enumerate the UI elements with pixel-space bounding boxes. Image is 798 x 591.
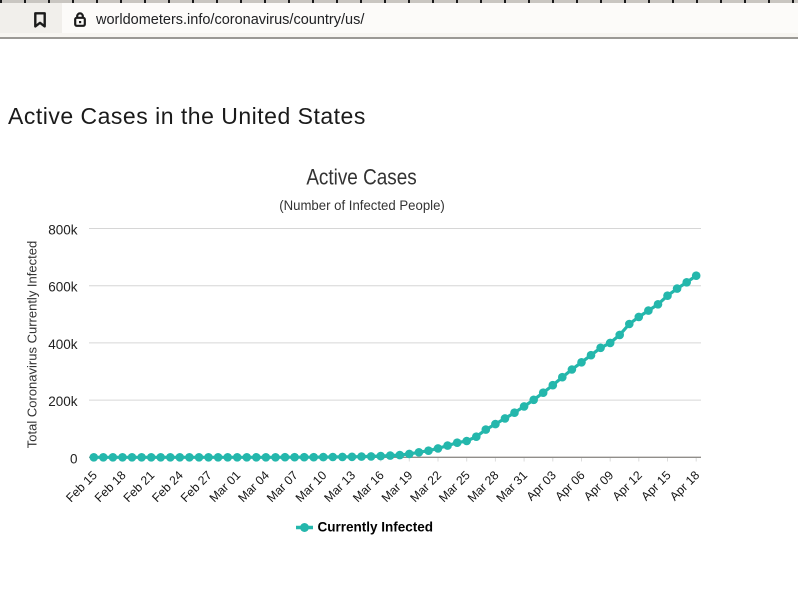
svg-text:Feb 27: Feb 27 xyxy=(178,468,215,505)
svg-text:Mar 25: Mar 25 xyxy=(436,468,473,505)
svg-text:Feb 15: Feb 15 xyxy=(63,468,100,505)
svg-text:Mar 16: Mar 16 xyxy=(350,468,387,505)
svg-text:Feb 18: Feb 18 xyxy=(92,468,129,505)
svg-text:Apr 09: Apr 09 xyxy=(581,468,616,503)
svg-text:Apr 15: Apr 15 xyxy=(638,468,673,503)
svg-text:Apr 06: Apr 06 xyxy=(552,468,587,503)
svg-text:200k: 200k xyxy=(48,394,78,409)
svg-text:Mar 07: Mar 07 xyxy=(264,468,301,505)
svg-text:Mar 28: Mar 28 xyxy=(465,468,502,505)
svg-text:Mar 13: Mar 13 xyxy=(321,468,358,505)
svg-text:Total Coronavirus Currently In: Total Coronavirus Currently Infected xyxy=(25,241,40,448)
svg-text:Mar 04: Mar 04 xyxy=(235,468,272,505)
svg-text:Feb 24: Feb 24 xyxy=(149,468,186,505)
svg-text:Feb 21: Feb 21 xyxy=(121,468,158,505)
svg-text:(Number of Infected People): (Number of Infected People) xyxy=(279,198,445,213)
svg-text:Mar 31: Mar 31 xyxy=(493,468,530,505)
svg-text:0: 0 xyxy=(70,451,78,466)
svg-text:600k: 600k xyxy=(48,280,78,295)
svg-text:Apr 12: Apr 12 xyxy=(610,468,645,503)
svg-text:Apr 03: Apr 03 xyxy=(524,468,559,503)
svg-text:Apr 18: Apr 18 xyxy=(667,468,702,503)
svg-text:400k: 400k xyxy=(48,337,78,352)
svg-text:Mar 19: Mar 19 xyxy=(379,468,416,505)
svg-text:Mar 10: Mar 10 xyxy=(293,468,330,505)
svg-text:800k: 800k xyxy=(48,223,78,238)
svg-text:Currently Infected: Currently Infected xyxy=(318,520,434,535)
svg-text:Mar 22: Mar 22 xyxy=(407,468,444,505)
svg-text:Active Cases: Active Cases xyxy=(306,165,416,190)
svg-text:Mar 01: Mar 01 xyxy=(207,468,244,505)
